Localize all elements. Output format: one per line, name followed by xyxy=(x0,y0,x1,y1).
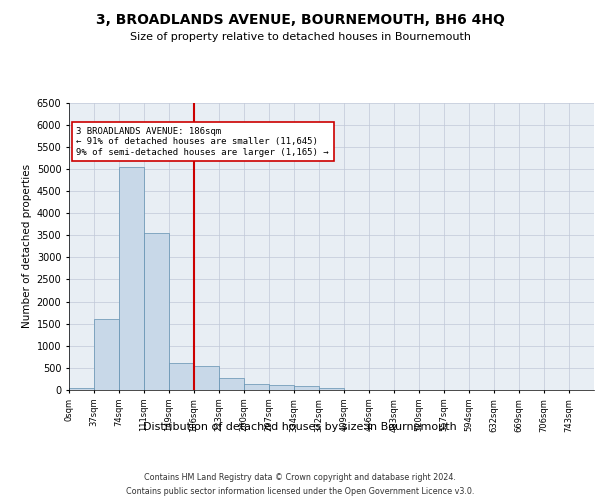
Bar xyxy=(319,388,344,390)
Bar xyxy=(69,388,94,390)
Bar xyxy=(269,385,294,390)
Bar xyxy=(119,166,144,390)
Text: Contains HM Land Registry data © Crown copyright and database right 2024.: Contains HM Land Registry data © Crown c… xyxy=(144,472,456,482)
Text: 3, BROADLANDS AVENUE, BOURNEMOUTH, BH6 4HQ: 3, BROADLANDS AVENUE, BOURNEMOUTH, BH6 4… xyxy=(95,12,505,26)
Y-axis label: Number of detached properties: Number of detached properties xyxy=(22,164,32,328)
Bar xyxy=(194,366,219,390)
Bar xyxy=(219,378,244,390)
Text: Size of property relative to detached houses in Bournemouth: Size of property relative to detached ho… xyxy=(130,32,470,42)
Text: 3 BROADLANDS AVENUE: 186sqm
← 91% of detached houses are smaller (11,645)
9% of : 3 BROADLANDS AVENUE: 186sqm ← 91% of det… xyxy=(77,127,329,156)
Text: Distribution of detached houses by size in Bournemouth: Distribution of detached houses by size … xyxy=(143,422,457,432)
Bar xyxy=(169,364,194,390)
Bar xyxy=(144,233,169,390)
Bar xyxy=(294,386,319,390)
Text: Contains public sector information licensed under the Open Government Licence v3: Contains public sector information licen… xyxy=(126,488,474,496)
Bar xyxy=(244,384,269,390)
Bar xyxy=(94,319,119,390)
